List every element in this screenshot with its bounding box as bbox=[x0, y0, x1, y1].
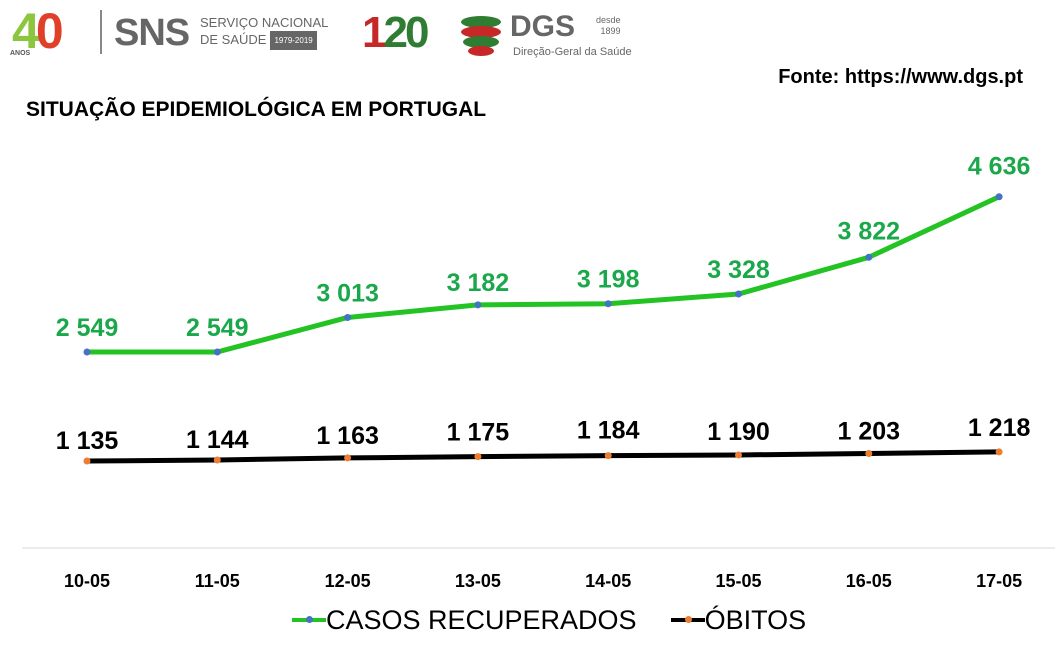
logo-divider bbox=[100, 10, 102, 54]
legend-item-recovered: CASOS RECUPERADOS bbox=[292, 605, 637, 636]
point-deaths bbox=[474, 453, 482, 461]
data-label-deaths: 1 144 bbox=[186, 426, 249, 454]
series-line-recovered bbox=[84, 194, 1002, 355]
point-recovered bbox=[995, 193, 1003, 201]
data-label-recovered: 3 182 bbox=[447, 269, 510, 297]
point-deaths bbox=[604, 452, 612, 460]
dgs-since: desde 1899 bbox=[596, 15, 621, 37]
point-recovered bbox=[604, 300, 612, 308]
data-label-deaths: 1 163 bbox=[316, 422, 379, 450]
x-tick-label: 15-05 bbox=[715, 571, 761, 591]
dgs-logo: DGS bbox=[510, 10, 576, 43]
data-label-recovered: 2 549 bbox=[56, 314, 119, 342]
data-label-recovered: 3 013 bbox=[316, 279, 379, 307]
x-tick-label: 13-05 bbox=[455, 571, 501, 591]
data-label-recovered: 3 198 bbox=[577, 266, 640, 294]
point-recovered bbox=[474, 301, 482, 309]
x-tick-label: 14-05 bbox=[585, 571, 631, 591]
point-recovered bbox=[735, 290, 742, 298]
x-tick-label: 17-05 bbox=[976, 571, 1022, 591]
data-label-deaths: 1 203 bbox=[838, 418, 901, 446]
chart-title: SITUAÇÃO EPIDEMIOLÓGICA EM PORTUGAL bbox=[26, 98, 487, 121]
dgs-shield-icon bbox=[461, 16, 501, 56]
point-recovered bbox=[213, 348, 221, 356]
data-label-recovered: 2 549 bbox=[186, 314, 249, 342]
source-text: Fonte: https://www.dgs.pt bbox=[778, 66, 1023, 88]
point-recovered bbox=[344, 313, 352, 321]
logo40-number: 40 bbox=[12, 3, 64, 59]
sns-logo: SNS bbox=[114, 12, 190, 54]
legend-swatch-recovered bbox=[292, 616, 326, 623]
dgs-since-label: desde bbox=[596, 15, 621, 25]
data-label-recovered: 3 328 bbox=[707, 256, 770, 284]
x-tick-label: 16-05 bbox=[846, 571, 892, 591]
logo-120-years: 120 bbox=[362, 8, 429, 57]
point-deaths bbox=[865, 450, 873, 458]
data-label-deaths: 1 218 bbox=[968, 414, 1031, 442]
sns-line2: DE SAÚDE bbox=[200, 32, 267, 47]
sns-40-years-logo: 40 ANOS bbox=[6, 3, 96, 62]
point-recovered bbox=[83, 348, 91, 356]
point-deaths bbox=[995, 448, 1003, 456]
legend-label-deaths: ÓBITOS bbox=[704, 604, 807, 635]
series-line-deaths bbox=[84, 449, 1002, 464]
point-deaths bbox=[213, 456, 221, 464]
sns-subtitle: SERVIÇO NACIONAL DE SAÚDE 1979-2019 bbox=[200, 14, 329, 51]
sns-line1: SERVIÇO NACIONAL bbox=[200, 15, 329, 30]
point-recovered bbox=[865, 253, 873, 261]
legend-label-recovered: CASOS RECUPERADOS bbox=[326, 604, 637, 635]
x-tick-label: 12-05 bbox=[325, 571, 371, 591]
data-label-deaths: 1 184 bbox=[577, 417, 640, 445]
point-deaths bbox=[344, 454, 352, 462]
data-label-deaths: 1 135 bbox=[56, 427, 119, 455]
dgs-since-year: 1899 bbox=[600, 26, 621, 36]
data-label-deaths: 1 190 bbox=[707, 418, 770, 446]
header: 40 ANOS SNS SERVIÇO NACIONAL DE SAÚDE 197… bbox=[0, 0, 1055, 70]
point-deaths bbox=[735, 451, 742, 459]
x-tick-label: 10-05 bbox=[64, 571, 110, 591]
logo40-sub: ANOS bbox=[10, 50, 31, 57]
data-label-recovered: 4 636 bbox=[968, 153, 1031, 181]
x-tick-label: 11-05 bbox=[195, 571, 240, 591]
data-label-deaths: 1 175 bbox=[447, 419, 510, 447]
data-label-recovered: 3 822 bbox=[838, 217, 901, 245]
legend-item-deaths: ÓBITOS bbox=[670, 604, 807, 636]
chart-legend: CASOS RECUPERADOS ÓBITOS bbox=[292, 600, 840, 640]
sns-years: 1979-2019 bbox=[270, 31, 317, 51]
legend-swatch-deaths bbox=[670, 616, 705, 623]
point-deaths bbox=[83, 457, 91, 465]
dgs-fullname: Direção-Geral da Saúde bbox=[513, 46, 632, 58]
